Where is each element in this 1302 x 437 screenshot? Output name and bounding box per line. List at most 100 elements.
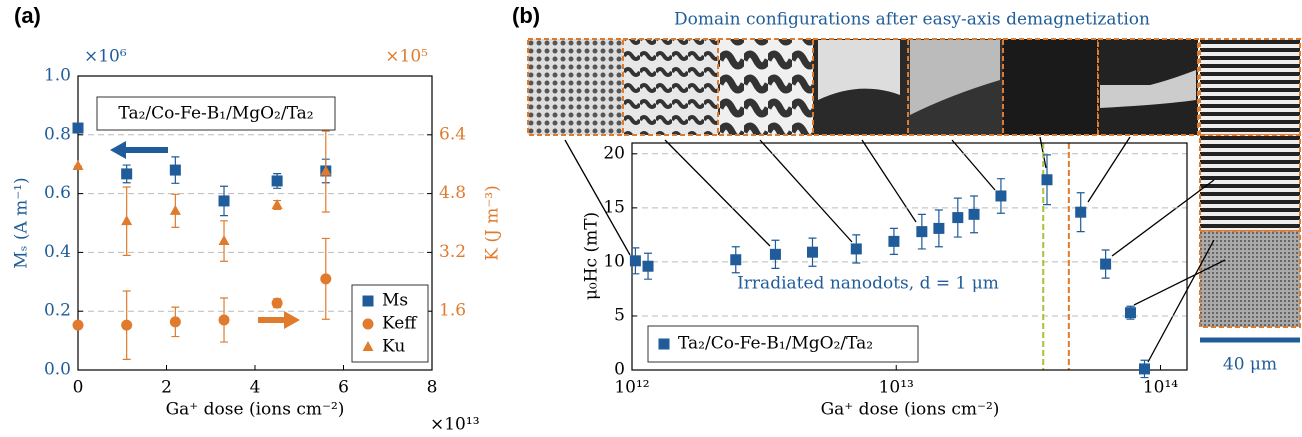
- y2-tick-label: 4.8: [439, 183, 466, 203]
- legend-box: [647, 325, 919, 363]
- y-axis-title: μ₀Hc (mT): [582, 212, 602, 300]
- annotation: Ta₂/Co-Fe-B₁/MgO₂/Ta₂: [118, 104, 313, 124]
- marker: [850, 243, 862, 255]
- domain-image: [1199, 38, 1301, 136]
- pointer: [1133, 259, 1226, 306]
- x-tick-label: 10¹³: [879, 378, 914, 398]
- marker: [169, 316, 181, 328]
- marker: [888, 235, 900, 247]
- x-axis-title: Ga⁺ dose (ions cm⁻²): [166, 400, 345, 420]
- marker: [320, 273, 332, 285]
- y-tick-label: 5: [614, 305, 625, 325]
- y2-tick-label: 1.6: [439, 301, 466, 321]
- marker: [362, 318, 374, 330]
- x-multiplier: ×10¹³: [430, 415, 480, 435]
- y2-multiplier: ×10⁵: [385, 47, 428, 67]
- domain-image: [527, 38, 624, 136]
- marker: [658, 338, 670, 350]
- marker: [218, 235, 230, 246]
- marker: [806, 246, 818, 258]
- x-axis-title: Ga⁺ dose (ions cm⁻²): [821, 400, 1000, 420]
- legend-label: Ku: [382, 337, 405, 357]
- y2-tick-label: 3.2: [439, 242, 466, 262]
- marker: [995, 190, 1007, 202]
- pointer: [1087, 136, 1131, 203]
- panel-title: Domain configurations after easy-axis de…: [674, 10, 1150, 30]
- marker: [1124, 307, 1136, 319]
- domain-image: [1002, 38, 1099, 136]
- marker: [968, 208, 980, 220]
- y-tick-label: 0.8: [44, 124, 71, 144]
- legend-label: Ms: [382, 291, 408, 311]
- x-tick-label: 4: [250, 378, 261, 398]
- marker: [1041, 174, 1053, 186]
- domain-image: [622, 38, 719, 136]
- domain-shape: [818, 40, 900, 100]
- annotation: Irradiated nanodots, d = 1 μm: [737, 274, 999, 294]
- domain-shape: [910, 40, 1000, 115]
- marker: [769, 248, 781, 260]
- panel-label: (a): [14, 3, 41, 28]
- pointer: [1147, 239, 1215, 363]
- pointer: [861, 139, 917, 223]
- legend-label: Ta₂/Co-Fe-B₁/MgO₂/Ta₂: [678, 334, 873, 354]
- y2-tick-label: 6.4: [439, 124, 466, 144]
- pointer: [664, 139, 771, 247]
- marker: [730, 254, 742, 266]
- y-tick-label: 1.0: [44, 66, 71, 86]
- marker: [320, 165, 332, 176]
- marker: [218, 195, 230, 207]
- marker: [271, 297, 283, 309]
- pointer: [759, 139, 853, 243]
- marker: [72, 319, 84, 331]
- marker: [952, 212, 964, 224]
- x-tick-label: 6: [338, 378, 349, 398]
- y-axis-title: Mₛ (A m⁻¹): [12, 177, 32, 268]
- y-tick-label: 15: [603, 197, 625, 217]
- marker: [169, 164, 181, 176]
- pointer: [1111, 179, 1215, 257]
- marker: [169, 204, 181, 215]
- scale-label: 40 μm: [1223, 355, 1277, 375]
- marker: [121, 319, 133, 331]
- marker: [271, 175, 283, 187]
- pointer: [564, 139, 631, 256]
- x-tick-label: 8: [427, 378, 438, 398]
- marker: [121, 215, 133, 226]
- x-tick-label: 10¹⁴: [1143, 378, 1178, 398]
- marker: [271, 198, 283, 209]
- y-multiplier: ×10⁶: [84, 47, 127, 67]
- y-tick-label: 0.6: [44, 183, 71, 203]
- legend-label: Keff: [382, 314, 418, 334]
- x-tick-label: 2: [161, 378, 172, 398]
- marker: [933, 222, 945, 234]
- y-tick-label: 20: [603, 143, 625, 163]
- marker: [642, 260, 654, 272]
- marker: [1075, 206, 1087, 218]
- domain-image: [1199, 134, 1301, 232]
- panel-label: (b): [512, 3, 540, 28]
- domain-image: [1199, 230, 1301, 328]
- marker: [218, 314, 230, 326]
- pointer: [951, 139, 996, 191]
- marker: [916, 226, 928, 238]
- y2-axis-title: K (J m⁻³): [483, 185, 503, 261]
- y-tick-label: 0: [614, 360, 625, 380]
- arrow: [258, 311, 300, 329]
- domain-image: [717, 38, 814, 136]
- marker: [1138, 363, 1150, 375]
- y-tick-label: 0.2: [44, 301, 71, 321]
- x-tick-label: 0: [73, 378, 84, 398]
- marker: [121, 168, 133, 180]
- plot-frame: [77, 75, 433, 371]
- y-tick-label: 0.4: [44, 242, 71, 262]
- y-tick-label: 10: [603, 251, 625, 271]
- y-tick-label: 0.0: [44, 360, 71, 380]
- marker: [72, 122, 84, 134]
- domain-shape: [1100, 70, 1196, 108]
- arrow: [110, 141, 168, 159]
- annotation-box: [96, 96, 336, 131]
- marker: [362, 295, 374, 307]
- marker: [72, 160, 84, 171]
